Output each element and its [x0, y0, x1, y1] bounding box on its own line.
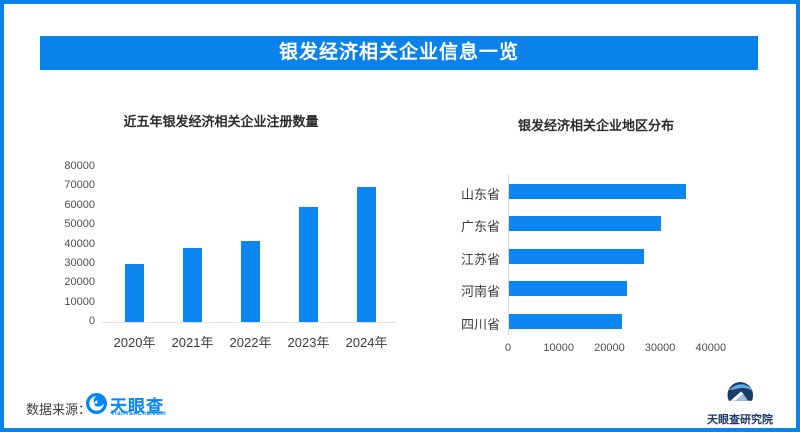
bar	[357, 187, 376, 322]
x-tick-label: 10000	[543, 342, 574, 354]
research-institute-name: 天眼查研究院	[707, 414, 773, 426]
x-category-label: 2020年	[113, 335, 156, 350]
bar	[509, 248, 645, 264]
y-tick-label: 40000	[64, 237, 95, 250]
tianyancha-logo-url: TianYanCha.com	[111, 411, 167, 417]
bar	[241, 240, 260, 322]
bar	[509, 216, 662, 231]
x-axis-line	[102, 322, 396, 323]
bar	[509, 183, 687, 199]
y-category-label: 四川省	[460, 316, 500, 332]
tianyancha-logo-icon	[86, 393, 107, 414]
y-tick-label: 10000	[64, 295, 95, 308]
y-tick-label: 50000	[64, 218, 95, 231]
x-tick-label: 30000	[644, 342, 676, 354]
tianyancha-logo-text: 天眼查	[110, 397, 164, 416]
left-chart-title: 近五年银发经济相关企业注册数量	[123, 114, 319, 129]
x-tick-label: 40000	[695, 342, 727, 354]
x-category-label: 2021年	[171, 335, 214, 350]
x-category-label: 2022年	[229, 335, 272, 350]
y-tick-label: 30000	[64, 256, 95, 269]
y-category-label: 江苏省	[460, 251, 500, 267]
bar	[183, 248, 202, 322]
bar	[125, 264, 144, 322]
x-category-label: 2023年	[287, 335, 330, 350]
y-category-label: 广东省	[460, 219, 500, 234]
bar	[509, 313, 623, 329]
bar	[509, 281, 627, 296]
y-tick-label: 60000	[64, 198, 95, 211]
y-tick-label: 80000	[64, 160, 95, 172]
research-institute-logo-icon	[727, 382, 754, 401]
bar	[299, 206, 318, 322]
right-chart-title: 银发经济相关企业地区分布	[517, 118, 675, 133]
y-category-label: 河南省	[460, 284, 500, 299]
y-axis-line	[508, 174, 509, 335]
y-tick-label: 20000	[64, 276, 95, 289]
x-tick-label: 0	[504, 342, 512, 354]
y-tick-label: 70000	[64, 179, 95, 192]
page-title: 银发经济相关企业信息一览	[40, 36, 758, 70]
data-source-label: 数据来源：	[26, 402, 92, 417]
y-tick-label: 0	[88, 315, 95, 327]
y-category-label: 山东省	[460, 186, 500, 202]
x-category-label: 2024年	[345, 335, 388, 350]
x-tick-label: 20000	[594, 342, 625, 354]
